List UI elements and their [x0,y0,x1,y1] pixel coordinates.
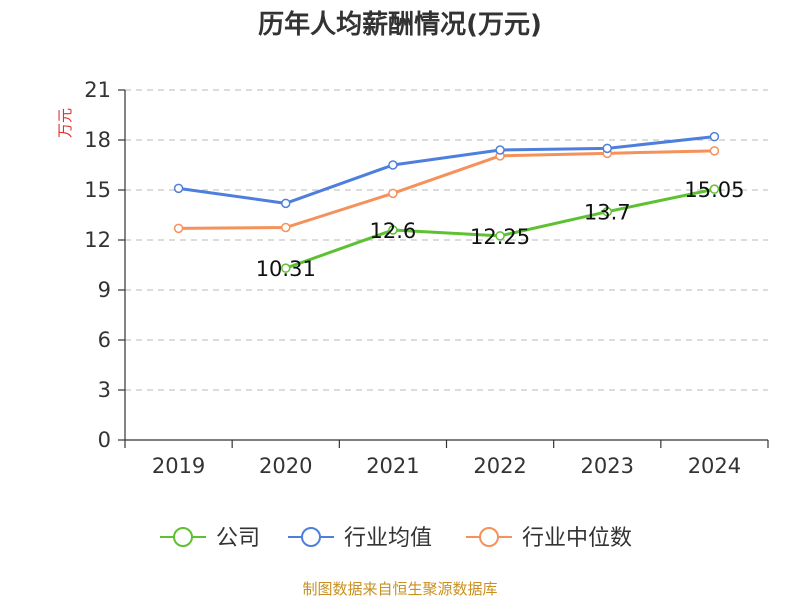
x-tick-label: 2022 [473,454,526,478]
data-labels: 10.31 12.6 12.25 13.7 15.05 [256,178,745,281]
legend-marker-company [173,527,193,547]
legend-label-industry-median: 行业中位数 [522,526,632,551]
y-tick-label: 12 [84,228,111,252]
data-point-company [281,263,291,273]
data-label: 12.6 [370,219,417,243]
series-line-industry-median [178,149,715,230]
x-tick-label: 2019 [152,454,205,478]
series-lines [173,131,720,273]
data-point-company [602,206,612,217]
y-tick-label: 18 [84,128,111,152]
source-note: 制图数据来自恒生聚源数据库 [302,580,497,598]
data-point-industry-median [709,146,720,156]
axes: 0 3 6 9 12 15 18 21 2019 2020 2021 2022 2023 2024 [84,78,769,478]
data-label: 15.05 [684,178,744,202]
legend: 公司 行业均值 行业中位数 [160,526,632,551]
y-tick-label: 15 [84,178,111,202]
data-point-industry-median [388,188,398,199]
data-point-industry-median [173,223,184,234]
data-point-industry-avg [281,198,291,209]
y-axis-label: 万元 [56,108,74,138]
chart-title: 历年人均薪酬情况(万元) [258,9,542,40]
data-label: 13.7 [584,201,631,225]
x-tick-label: 2021 [366,454,419,478]
data-point-industry-avg [602,143,612,154]
grid-lines [125,89,768,391]
data-label: 10.31 [256,257,316,281]
data-label: 12.25 [470,225,530,249]
y-tick-label: 6 [98,328,111,352]
data-point-industry-avg [388,160,398,170]
data-point-industry-avg [173,183,184,194]
y-tick-label: 9 [98,278,111,302]
legend-label-company: 公司 [216,526,260,551]
data-point-company [495,231,505,241]
y-tick-label: 21 [84,78,111,102]
series-line-industry-avg [178,135,715,205]
y-tick-label: 0 [98,428,111,452]
legend-marker-industry-median [479,527,499,547]
data-point-industry-avg [709,131,720,142]
data-point-industry-median [281,222,291,233]
x-tick-label: 2024 [688,454,741,478]
x-tick-label: 2023 [581,454,634,478]
legend-marker-industry-avg [301,527,321,547]
data-point-industry-avg [495,145,505,155]
data-point-company [388,225,398,235]
data-point-company [709,184,720,194]
x-tick-label: 2020 [259,454,312,478]
legend-label-industry-avg: 行业均值 [344,526,432,551]
y-tick-label: 3 [98,378,111,402]
